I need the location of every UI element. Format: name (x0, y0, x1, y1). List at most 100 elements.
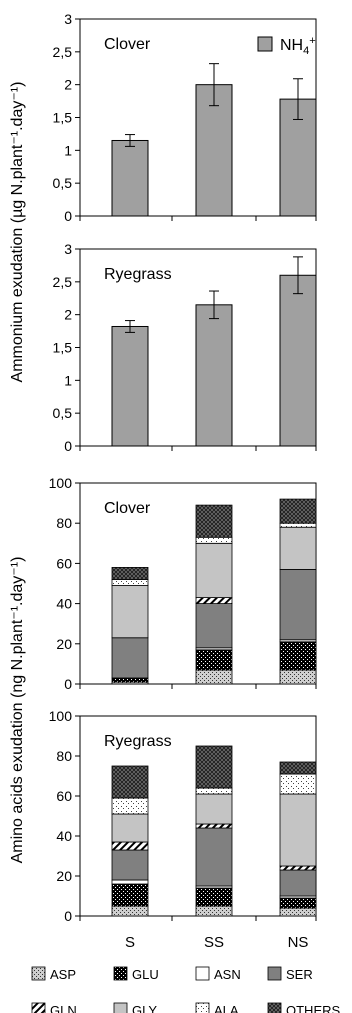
segment-ser-ns (279, 569, 317, 641)
y-tick-label: 80 (56, 748, 72, 764)
bar-ns (279, 274, 317, 447)
clover-aminoacid-panel: 0 20 40 60 80 100 Clover (49, 475, 317, 692)
x-category-ns: NS (288, 934, 309, 951)
x-axis-categories: S SS NS (125, 934, 308, 951)
y-tick-label: 2,5 (53, 274, 73, 290)
y-tick-label: 1,5 (53, 110, 73, 126)
y-tick-label: 20 (56, 868, 72, 884)
bar-ss (195, 84, 233, 217)
x-category-ss: SS (204, 934, 224, 951)
segment-asn-s (111, 879, 149, 885)
legend-swatch-others (267, 1002, 282, 1013)
y-tick-label: 3 (64, 11, 72, 27)
bar-s (111, 139, 149, 217)
ryegrass-aminoacid-panel: 0 20 40 60 80 100 Ryegrass (49, 708, 317, 924)
segment-asp-ss (195, 669, 233, 685)
y-tick-label: 20 (56, 636, 72, 652)
segment-others-s (111, 765, 149, 799)
legend-label-ala: ALA (214, 1003, 239, 1013)
legend-label-ser: SER (286, 967, 313, 982)
legend-label-others: OTHERS (286, 1003, 341, 1013)
segment-others-ss (195, 745, 233, 789)
segment-gln-ss (195, 597, 233, 605)
segment-gly-ns (279, 793, 317, 867)
panel-title: Ryegrass (104, 266, 172, 283)
segment-ser-ss (195, 827, 233, 887)
ryegrass-ammonium-panel: 0 0,5 1 1,5 2 2,5 3 Ryegrass (53, 241, 317, 454)
segment-ser-s (111, 637, 149, 679)
segment-gln-ns (279, 865, 317, 871)
segment-ala-s (111, 579, 149, 586)
x-category-s: S (125, 934, 135, 951)
clover-ammonium-panel: 0 0,5 1 1,5 2 2,5 3 Clover NH4+ (53, 11, 317, 224)
segment-asp-ns (279, 907, 317, 917)
legend-swatch-ser (267, 966, 282, 981)
y-tick-label: 60 (56, 555, 72, 571)
segment-ala-s (111, 797, 149, 815)
y-tick-label: 0 (64, 908, 72, 924)
y-tick-label: 0,5 (53, 175, 73, 191)
panel-title: Clover (104, 36, 151, 53)
legend-swatch-gly (113, 1002, 128, 1013)
y-tick-label: 0 (64, 676, 72, 692)
legend-label-asn: ASN (214, 967, 241, 982)
segment-gly-ss (195, 542, 233, 598)
panel-title: Ryegrass (104, 733, 172, 750)
segment-gly-ns (279, 526, 317, 570)
segment-glu-ns (279, 897, 317, 909)
y-tick-label: 0 (64, 208, 72, 224)
y-tick-label: 0,5 (53, 405, 73, 421)
segment-glu-ns (279, 641, 317, 671)
y-tick-label: 100 (49, 708, 73, 724)
segment-gly-s (111, 813, 149, 843)
segment-gly-ss (195, 793, 233, 825)
segment-ala-ns (279, 522, 317, 528)
y-tick-label: 1,5 (53, 340, 73, 356)
segment-others-ns (279, 498, 317, 524)
legend: ASP GLU ASN SER GLN GLY ALA OTHERS (31, 966, 341, 1013)
legend-swatch-gln (31, 1002, 46, 1013)
aminoacid-y-label: Amino acids exudation (ng N.plant⁻¹.day⁻… (9, 557, 26, 864)
legend-swatch-nh4 (257, 36, 273, 52)
segment-ser-ss (195, 603, 233, 649)
y-tick-label: 100 (49, 475, 73, 491)
segment-glu-ss (195, 649, 233, 671)
panel-title: Clover (104, 500, 151, 517)
segment-glu-s (111, 883, 149, 907)
segment-ala-ss (195, 536, 233, 544)
segment-others-s (111, 567, 149, 580)
segment-others-ss (195, 504, 233, 538)
segment-asp-ns (279, 669, 317, 685)
legend-label-gly: GLY (132, 1003, 157, 1013)
ammonium-y-label: Ammonium exudation (µg N.plant⁻¹.day⁻¹) (9, 82, 26, 383)
y-tick-label: 1 (64, 372, 72, 388)
legend-swatch-asp (31, 966, 46, 981)
legend-label-gln: GLN (50, 1003, 77, 1013)
segment-others-ns (279, 761, 317, 775)
legend-swatch-asn (195, 966, 210, 981)
segment-gln-s (111, 841, 149, 851)
segment-ser-s (111, 849, 149, 881)
legend-label-glu: GLU (132, 967, 159, 982)
legend-label-nh4: NH4+ (280, 35, 316, 57)
y-tick-label: 0 (64, 438, 72, 454)
legend-swatch-glu (113, 966, 128, 981)
segment-asp-ss (195, 905, 233, 917)
legend-label-asp: ASP (50, 967, 76, 982)
y-tick-label: 1 (64, 142, 72, 158)
segment-ala-ns (279, 773, 317, 795)
legend-swatch-ala (195, 1002, 210, 1013)
segment-asp-s (111, 905, 149, 917)
y-tick-label: 2,5 (53, 44, 73, 60)
segment-gly-s (111, 585, 149, 639)
y-tick-label: 60 (56, 788, 72, 804)
bar-ss (195, 304, 233, 447)
y-tick-label: 3 (64, 241, 72, 257)
y-tick-label: 2 (64, 77, 72, 93)
y-tick-label: 80 (56, 515, 72, 531)
bar-s (111, 325, 149, 447)
y-tick-label: 2 (64, 307, 72, 323)
y-tick-label: 40 (56, 828, 72, 844)
segment-gln-ss (195, 823, 233, 829)
